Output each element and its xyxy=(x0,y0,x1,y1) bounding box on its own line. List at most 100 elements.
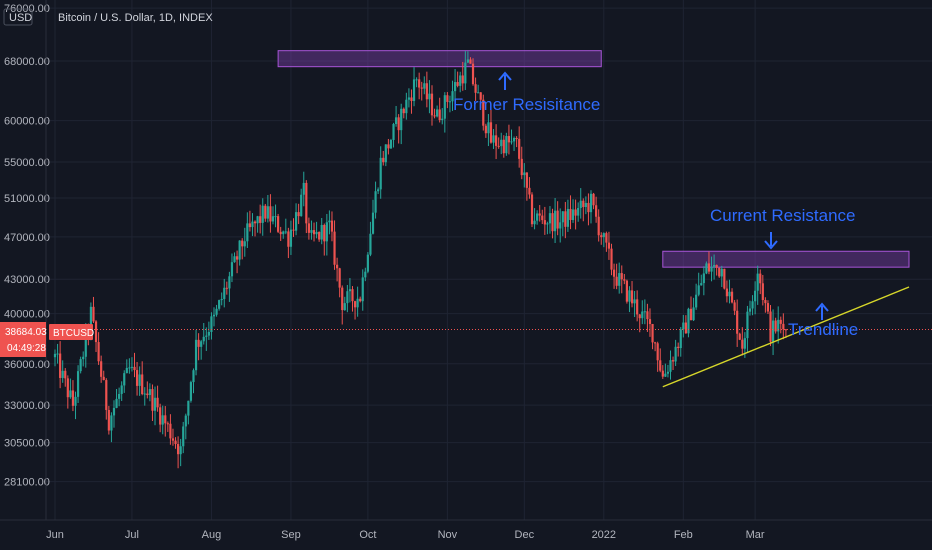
candle-body xyxy=(412,79,416,102)
candle-body xyxy=(707,263,711,272)
candle-body xyxy=(176,444,180,455)
candle-body xyxy=(423,83,426,89)
candle-body xyxy=(94,321,98,343)
candle-body xyxy=(764,300,767,304)
candle-body xyxy=(325,222,328,242)
x-tick-label: Jun xyxy=(46,529,64,541)
candle-body xyxy=(474,84,477,93)
candle-body xyxy=(71,390,75,406)
candle-body xyxy=(225,287,228,289)
candle-body xyxy=(187,400,190,416)
candle-body xyxy=(223,287,226,300)
candle-body xyxy=(336,264,339,269)
y-tick-label: 28100.00 xyxy=(4,477,50,489)
candle-body xyxy=(523,172,526,176)
candle-body xyxy=(520,158,523,176)
candle-body xyxy=(259,216,262,223)
y-tick-label: 33000.00 xyxy=(4,400,50,412)
candle-body xyxy=(500,139,503,147)
candle-body xyxy=(630,290,634,304)
candle-body xyxy=(215,308,218,315)
candle-body xyxy=(743,338,746,349)
candle-body xyxy=(587,202,590,213)
candle-body xyxy=(205,335,208,337)
candle-body xyxy=(379,157,382,190)
candle-body xyxy=(425,83,428,100)
candle-body xyxy=(428,93,431,100)
x-axis[interactable]: Jun Jul Aug Sep Oct Nov Dec 2022 Feb Mar xyxy=(0,519,932,541)
y-axis[interactable]: 76000.0068000.0060000.0055000.0051000.00… xyxy=(4,0,50,520)
candle-body xyxy=(369,233,372,255)
resistance-zones xyxy=(277,50,910,268)
candle-body xyxy=(636,299,639,315)
candle-body xyxy=(546,223,549,225)
candle-body xyxy=(130,366,134,368)
candle-body xyxy=(305,182,308,224)
candle-body xyxy=(751,301,754,309)
candle-body xyxy=(415,79,418,81)
trendline[interactable] xyxy=(662,286,910,388)
x-tick-label: Dec xyxy=(515,529,535,541)
candle-body xyxy=(243,241,246,247)
candle-body xyxy=(484,125,487,134)
candle-body xyxy=(266,206,269,219)
y-tick-label: 30500.00 xyxy=(4,438,50,450)
candle-body xyxy=(179,446,182,455)
candle-body xyxy=(102,376,105,381)
candle-body xyxy=(456,82,459,86)
x-tick-label: Jul xyxy=(125,529,139,541)
candle-body xyxy=(143,393,146,395)
candle-body xyxy=(92,306,95,322)
candle-body xyxy=(418,79,421,88)
currency-box[interactable] xyxy=(3,8,33,26)
candle-body xyxy=(389,139,393,149)
candle-body xyxy=(289,229,293,247)
y-tick-label: 60000.00 xyxy=(4,116,50,128)
candle-body xyxy=(307,223,310,233)
candle-body xyxy=(453,82,457,92)
candle-body xyxy=(543,220,546,225)
candle-body xyxy=(689,308,693,321)
candle-body xyxy=(602,233,605,238)
candle-body xyxy=(359,298,362,302)
candle-body xyxy=(123,373,126,386)
candle-body xyxy=(374,191,377,213)
candle-body xyxy=(248,223,252,228)
candle-body xyxy=(100,361,103,377)
candle-body xyxy=(341,287,344,311)
candle-body xyxy=(618,273,621,286)
candle-body xyxy=(279,231,282,235)
candle-body xyxy=(438,109,441,121)
candle-body xyxy=(638,314,641,319)
candle-body xyxy=(128,367,131,369)
resistance-zone[interactable] xyxy=(277,50,602,68)
candle-body xyxy=(510,141,513,143)
candle-body xyxy=(646,311,649,320)
candle-body xyxy=(323,224,326,242)
candle-body xyxy=(664,373,667,377)
candle-body xyxy=(125,367,128,374)
candle-body xyxy=(502,139,505,154)
candle-body xyxy=(582,200,585,208)
candle-body xyxy=(610,248,613,270)
candle-body xyxy=(261,205,264,223)
x-tick-label: Oct xyxy=(359,529,376,541)
candle-body xyxy=(612,269,616,277)
candle-body xyxy=(692,307,695,321)
candle-body xyxy=(146,393,149,396)
candle-body xyxy=(633,299,636,304)
candle-body xyxy=(605,233,608,243)
candle-body xyxy=(597,216,600,236)
candle-body xyxy=(571,209,575,220)
candle-body xyxy=(774,320,777,332)
candle-body xyxy=(277,216,280,232)
candle-body xyxy=(733,302,736,311)
x-tick-label: Feb xyxy=(674,529,693,541)
candle-body xyxy=(312,230,316,235)
candle-body xyxy=(656,343,659,361)
y-tick-label: 36000.00 xyxy=(4,359,50,371)
candle-body xyxy=(628,290,631,302)
resistance-zone[interactable] xyxy=(662,250,910,268)
candle-body xyxy=(448,101,452,103)
